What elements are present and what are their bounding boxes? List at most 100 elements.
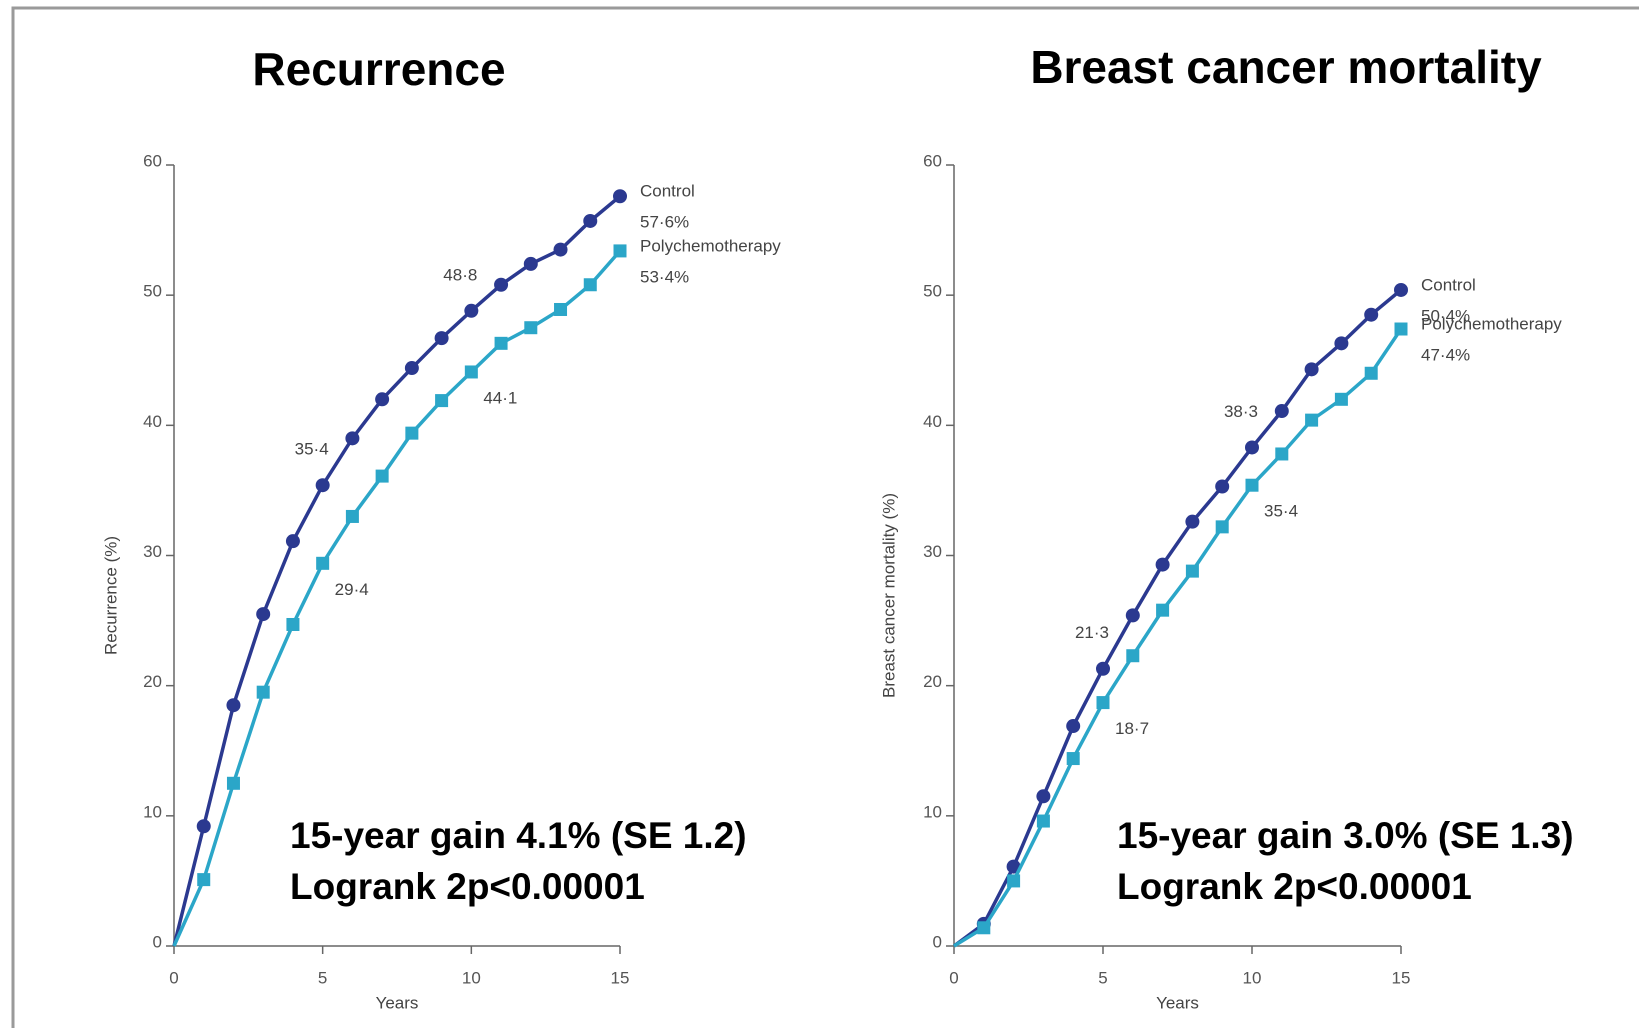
x-tick-label: 10 — [462, 968, 481, 987]
y-tick-label: 20 — [923, 672, 942, 691]
point — [375, 392, 390, 407]
y-tick-label: 50 — [143, 282, 162, 301]
series-line — [172, 194, 622, 947]
point — [1215, 520, 1229, 534]
value-label: 35·4 — [295, 440, 329, 459]
point — [583, 278, 597, 292]
legend-label: Polychemotherapy — [1421, 314, 1562, 333]
value-label: 21·3 — [1075, 623, 1109, 642]
series-line — [953, 328, 1403, 948]
series-line — [172, 249, 622, 947]
point — [345, 509, 359, 523]
chart-title: Breast cancer mortality — [1030, 41, 1542, 93]
annotation: 15-year gain 3.0% (SE 1.3) — [1117, 815, 1574, 856]
series-line — [952, 288, 1403, 948]
legend-label: Control — [1421, 275, 1476, 294]
point — [1245, 478, 1259, 492]
point — [1275, 447, 1289, 461]
point — [553, 242, 568, 257]
value-label: 48·8 — [443, 265, 477, 284]
x-tick-label: 5 — [318, 968, 327, 987]
y-tick-label: 0 — [933, 932, 942, 951]
value-label: 47·4% — [1421, 345, 1470, 364]
y-axis-label: Breast cancer mortality (%) — [879, 493, 898, 698]
point — [1394, 322, 1408, 336]
y-tick-label: 20 — [143, 672, 162, 691]
point — [226, 776, 240, 790]
x-axis-label: Years — [1156, 993, 1199, 1012]
point — [1185, 514, 1200, 529]
point — [1066, 719, 1081, 734]
y-tick-label: 60 — [143, 151, 162, 170]
annotation: Logrank 2p<0.00001 — [1117, 866, 1472, 907]
y-axis-label: Recurrence (%) — [101, 536, 120, 655]
point — [197, 873, 211, 887]
point — [345, 431, 360, 446]
value-label: 50·4% — [1421, 306, 1470, 325]
y-tick-label: 10 — [143, 802, 162, 821]
point — [523, 256, 538, 271]
legend-label: Polychemotherapy — [640, 236, 781, 255]
value-label: 35·4 — [1264, 502, 1298, 521]
chart-title: Recurrence — [252, 43, 505, 95]
value-label: 29·4 — [335, 580, 369, 599]
point — [1245, 440, 1259, 455]
point — [494, 277, 509, 292]
value-label: 57·6% — [640, 213, 689, 232]
point — [256, 685, 270, 699]
point — [494, 336, 508, 350]
point — [1036, 789, 1051, 804]
point — [285, 534, 300, 549]
point — [1036, 814, 1050, 828]
point — [977, 921, 991, 935]
value-label: 38·3 — [1224, 402, 1258, 421]
point — [1155, 557, 1170, 572]
point — [1007, 874, 1021, 888]
point — [286, 617, 300, 631]
y-tick-label: 60 — [923, 151, 942, 170]
point — [405, 426, 419, 440]
point — [1305, 413, 1319, 427]
annotation: Logrank 2p<0.00001 — [290, 866, 645, 907]
point — [1304, 362, 1319, 377]
annotation: 15-year gain 4.1% (SE 1.2) — [290, 815, 747, 856]
point — [524, 321, 538, 335]
x-tick-label: 0 — [949, 968, 958, 987]
point — [404, 361, 419, 376]
value-label: 18·7 — [1115, 719, 1149, 738]
point — [316, 556, 330, 570]
point — [1364, 366, 1378, 380]
point — [1334, 392, 1348, 406]
point — [613, 189, 627, 204]
x-tick-label: 5 — [1098, 968, 1107, 987]
point — [1096, 696, 1110, 710]
x-axis-label: Years — [376, 993, 419, 1012]
y-tick-label: 40 — [143, 412, 162, 431]
point — [1215, 479, 1230, 494]
y-tick-label: 10 — [923, 802, 942, 821]
point — [464, 303, 479, 318]
value-label: 53·4% — [640, 267, 689, 286]
point — [464, 365, 478, 379]
value-label: 44·1 — [483, 388, 517, 407]
point — [256, 607, 271, 622]
point — [1334, 336, 1349, 351]
point — [1394, 282, 1408, 297]
y-tick-label: 30 — [923, 542, 942, 561]
x-tick-label: 15 — [1392, 968, 1411, 987]
x-tick-label: 10 — [1243, 968, 1262, 987]
point — [1156, 603, 1170, 617]
point — [226, 698, 241, 713]
point — [1126, 649, 1140, 663]
point — [315, 478, 330, 493]
point — [196, 819, 211, 834]
y-tick-label: 50 — [923, 282, 942, 301]
point — [375, 469, 389, 483]
point — [1185, 564, 1199, 578]
y-tick-label: 30 — [143, 542, 162, 561]
point — [435, 394, 449, 408]
point — [1066, 752, 1080, 766]
y-tick-label: 0 — [153, 932, 162, 951]
point — [434, 331, 449, 346]
point — [583, 213, 598, 228]
